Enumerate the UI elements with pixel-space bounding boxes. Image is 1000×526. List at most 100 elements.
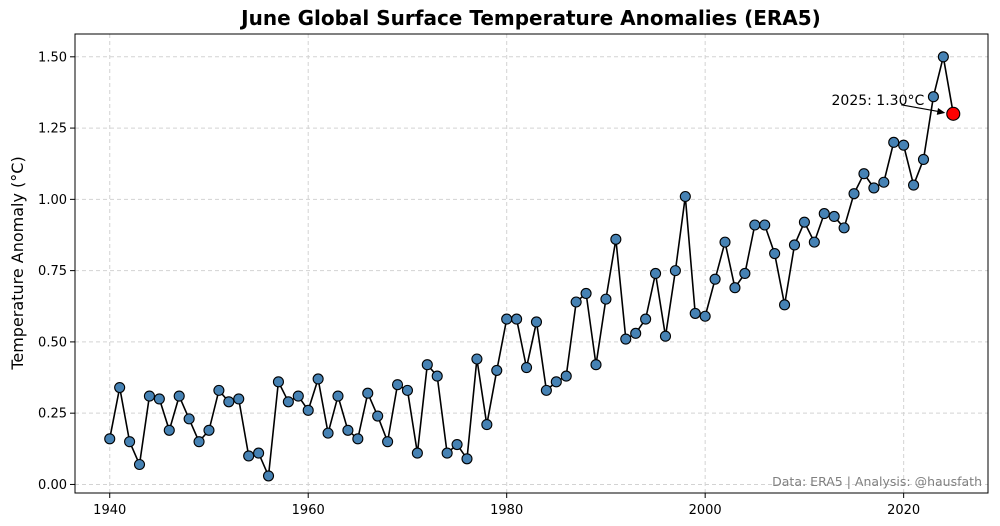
- data-point: [372, 410, 384, 422]
- x-tick-label: 1980: [490, 503, 523, 518]
- data-point: [143, 390, 155, 402]
- data-point: [570, 296, 582, 308]
- data-point: [104, 433, 116, 445]
- data-point: [362, 387, 374, 399]
- data-point: [709, 273, 721, 285]
- data-point: [580, 287, 592, 299]
- annotation-arrow: [901, 104, 941, 113]
- data-point: [272, 376, 284, 388]
- data-point: [620, 333, 632, 345]
- data-point: [858, 168, 870, 180]
- data-point: [491, 364, 503, 376]
- data-point: [888, 136, 900, 148]
- chart-title: June Global Surface Temperature Anomalie…: [239, 6, 821, 30]
- data-point: [302, 404, 314, 416]
- data-point: [253, 447, 265, 459]
- data-point: [610, 233, 622, 245]
- y-tick-label: 0.50: [38, 335, 67, 350]
- data-point: [352, 433, 364, 445]
- data-point: [481, 419, 493, 431]
- data-point: [114, 381, 126, 394]
- data-point: [193, 436, 205, 448]
- data-point: [749, 219, 761, 231]
- data-point: [808, 236, 820, 248]
- data-point: [788, 239, 801, 251]
- data-point: [729, 282, 741, 294]
- data-point: [600, 293, 612, 305]
- data-point: [451, 438, 463, 451]
- axis-ticks: 1940 1960 1980 2000 2020 0.00 0.25 0.50 0.75 1.00…: [38, 50, 920, 518]
- annotation-layer: 2025: 1.30°C: [832, 93, 946, 115]
- data-point: [530, 316, 543, 328]
- data-point: [173, 390, 185, 402]
- data-point: [501, 313, 513, 325]
- data-point: [719, 236, 731, 248]
- data-point: [779, 299, 791, 311]
- data-point: [401, 384, 414, 396]
- y-tick-label: 0.00: [38, 478, 67, 493]
- plot-frame: [74, 33, 989, 494]
- data-point: [441, 447, 453, 459]
- data-point: [699, 310, 711, 322]
- data-point: [461, 453, 473, 465]
- y-tick-label: 0.25: [38, 407, 67, 422]
- data-point: [659, 330, 672, 342]
- data-point: [590, 359, 602, 371]
- data-point: [332, 390, 344, 402]
- data-point: [411, 447, 423, 459]
- data-point: [223, 396, 235, 408]
- data-point: [262, 470, 275, 482]
- y-tick-label: 1.50: [38, 50, 67, 65]
- data-point: [898, 139, 910, 151]
- data-point: [382, 436, 394, 448]
- data-point: [769, 247, 781, 260]
- data-point: [292, 390, 304, 402]
- data-point: [560, 370, 572, 382]
- data-point: [540, 384, 552, 396]
- data-point: [679, 190, 691, 203]
- data-point: [520, 362, 533, 374]
- annotation-arrowhead: [936, 107, 946, 115]
- highlight-point: [946, 106, 961, 121]
- data-point: [689, 307, 701, 319]
- data-point: [213, 384, 225, 396]
- data-point: [927, 91, 939, 103]
- data-point: [163, 424, 175, 436]
- data-point: [669, 265, 681, 277]
- data-point: [838, 222, 850, 234]
- data-credit: Data: ERA5 | Analysis: @hausfath: [772, 474, 982, 489]
- data-point: [630, 327, 642, 339]
- data-point: [124, 436, 136, 448]
- x-tick-label: 2020: [887, 503, 920, 518]
- data-point: [550, 376, 562, 388]
- x-tick-label: 2000: [689, 503, 722, 518]
- highlight-annotation: 2025: 1.30°C: [832, 93, 925, 109]
- data-point: [153, 393, 165, 405]
- data-point: [759, 219, 771, 231]
- data-point: [391, 379, 404, 391]
- x-tick-label: 1940: [93, 503, 126, 518]
- data-point: [649, 267, 662, 280]
- y-tick-label: 1.25: [38, 122, 67, 137]
- data-point: [908, 179, 920, 191]
- data-point: [322, 427, 334, 439]
- y-tick-label: 1.00: [38, 193, 67, 208]
- data-point: [233, 393, 245, 405]
- data-point: [818, 208, 830, 220]
- data-point: [312, 373, 324, 385]
- data-point: [937, 51, 949, 63]
- data-point: [640, 313, 652, 325]
- data-point: [243, 450, 255, 462]
- data-point: [342, 424, 354, 436]
- data-points: [104, 51, 961, 482]
- data-point: [471, 353, 483, 365]
- x-tick-label: 1960: [292, 503, 325, 518]
- data-point: [868, 182, 880, 194]
- data-point: [282, 396, 294, 408]
- data-point: [183, 413, 195, 425]
- data-point: [878, 176, 890, 188]
- data-point: [203, 424, 215, 436]
- data-point: [848, 188, 860, 200]
- data-point: [917, 153, 930, 165]
- data-point: [421, 359, 433, 371]
